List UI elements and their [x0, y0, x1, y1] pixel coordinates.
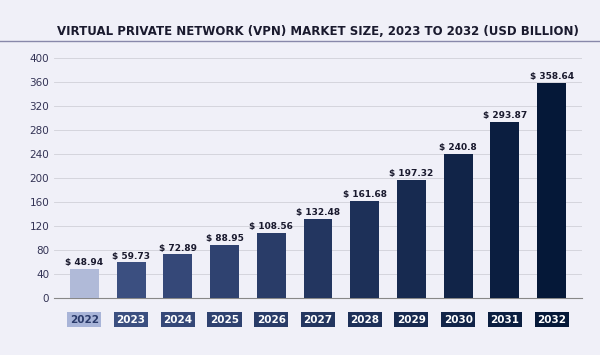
- Text: $ 293.87: $ 293.87: [483, 111, 527, 120]
- Text: 2032: 2032: [537, 315, 566, 324]
- Bar: [443, 154, 473, 298]
- Bar: [537, 83, 566, 298]
- Text: $ 88.95: $ 88.95: [206, 234, 244, 243]
- Text: $ 59.73: $ 59.73: [112, 252, 150, 261]
- Bar: [304, 219, 332, 298]
- Bar: [70, 269, 99, 298]
- Bar: [116, 262, 146, 298]
- Text: 2025: 2025: [210, 315, 239, 324]
- Text: $ 72.89: $ 72.89: [159, 244, 197, 253]
- Bar: [490, 122, 520, 298]
- Text: 2022: 2022: [70, 315, 99, 324]
- Bar: [210, 245, 239, 298]
- Text: 2023: 2023: [116, 315, 146, 324]
- Title: VIRTUAL PRIVATE NETWORK (VPN) MARKET SIZE, 2023 TO 2032 (USD BILLION): VIRTUAL PRIVATE NETWORK (VPN) MARKET SIZ…: [57, 25, 579, 38]
- Text: $ 197.32: $ 197.32: [389, 169, 434, 178]
- Text: 2024: 2024: [163, 315, 193, 324]
- Text: $ 358.64: $ 358.64: [530, 72, 574, 81]
- Text: 2027: 2027: [304, 315, 332, 324]
- Text: $ 48.94: $ 48.94: [65, 258, 103, 267]
- Bar: [257, 233, 286, 298]
- Bar: [163, 255, 193, 298]
- Text: 2026: 2026: [257, 315, 286, 324]
- Text: 2028: 2028: [350, 315, 379, 324]
- Text: 2031: 2031: [490, 315, 520, 324]
- Text: $ 161.68: $ 161.68: [343, 190, 387, 200]
- Bar: [350, 201, 379, 298]
- Text: $ 240.8: $ 240.8: [439, 143, 477, 152]
- Text: 2030: 2030: [443, 315, 473, 324]
- Text: $ 108.56: $ 108.56: [250, 222, 293, 231]
- Bar: [397, 180, 426, 298]
- Text: $ 132.48: $ 132.48: [296, 208, 340, 217]
- Text: 2029: 2029: [397, 315, 426, 324]
